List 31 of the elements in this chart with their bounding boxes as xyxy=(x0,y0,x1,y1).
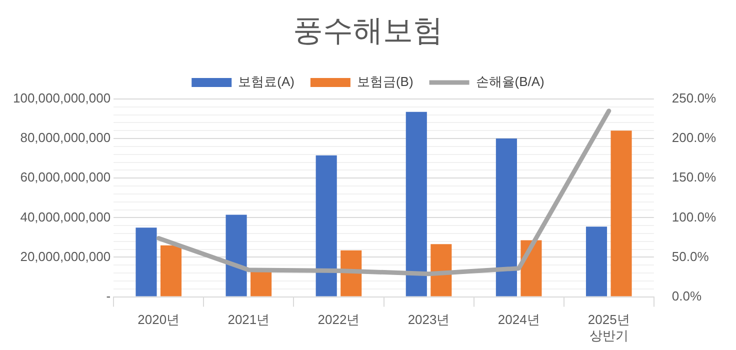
bar xyxy=(610,130,632,296)
bar xyxy=(586,226,608,296)
y2-tick-label: 100.0% xyxy=(672,209,716,224)
bar xyxy=(316,155,337,296)
x-tick-label: 2024년 xyxy=(498,312,540,328)
y2-tick-label: 0.0% xyxy=(672,288,702,304)
y2-tick-label: 250.0% xyxy=(672,90,716,106)
legend-label: 보험금(B) xyxy=(356,74,414,90)
bar xyxy=(226,214,247,296)
legend-label: 보험료(A) xyxy=(238,74,294,90)
bar xyxy=(160,245,182,296)
chart-title: 풍수해보험 xyxy=(293,14,443,48)
y-tick-label: 60,000,000,000 xyxy=(20,170,111,185)
legend-label: 손해율(B/A) xyxy=(476,74,544,90)
bar xyxy=(430,244,452,296)
x-tick-label: 2023년 xyxy=(408,312,450,328)
y2-tick-label: 150.0% xyxy=(672,170,716,185)
x-tick-label: 2025년 상반기 xyxy=(588,312,630,343)
x-tick-label: 2021년 xyxy=(228,312,270,328)
y-tick-label: 100,000,000,000 xyxy=(12,90,111,106)
y-tick-label: 40,000,000,000 xyxy=(20,209,111,224)
y-tick-label: 20,000,000,000 xyxy=(20,248,111,264)
y-tick-label: 80,000,000,000 xyxy=(20,130,111,146)
bar xyxy=(496,138,517,296)
bar xyxy=(406,112,427,296)
y2-tick-label: 50.0% xyxy=(672,248,710,264)
y-tick-label: - xyxy=(106,288,111,304)
x-tick-label: 2022년 xyxy=(318,312,360,328)
y2-tick-label: 200.0% xyxy=(672,130,716,146)
x-tick-label: 2020년 xyxy=(138,312,180,328)
bar xyxy=(136,228,157,296)
